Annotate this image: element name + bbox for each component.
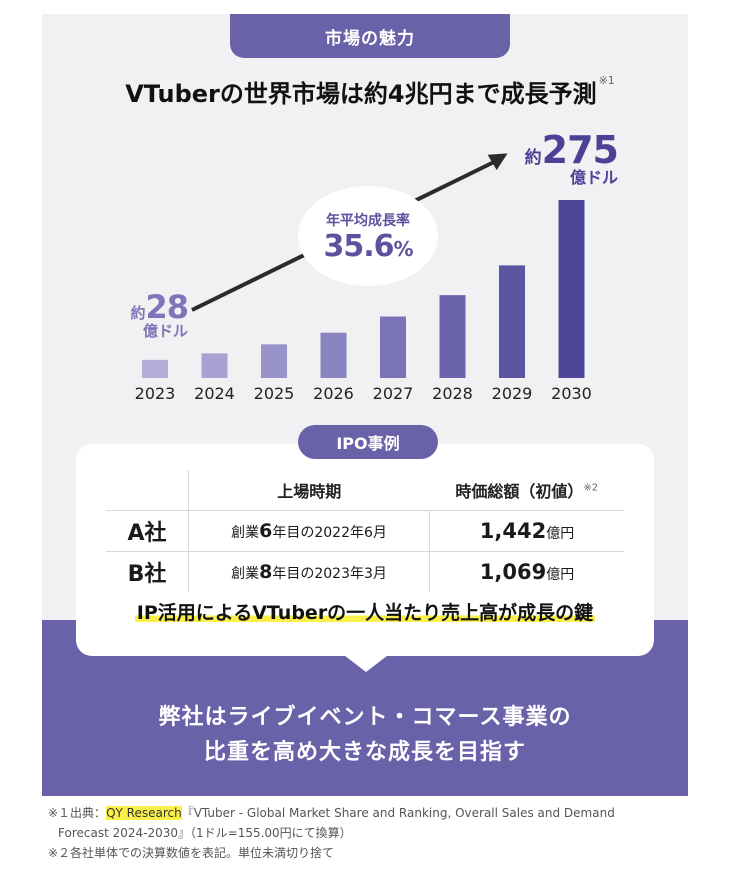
end-value-label: 約275 億ドル — [524, 128, 619, 187]
market-cap: 1,069億円 — [479, 560, 575, 584]
bar-2028 — [439, 295, 466, 378]
year-label: 2026 — [313, 384, 354, 403]
bar-2029 — [499, 265, 525, 378]
bar-2027 — [380, 316, 406, 378]
ipo-table: 上場時期 時価総額（初値）※2 A社 創業6年目の2022年6月 1,442億円… — [106, 470, 624, 592]
year-label: 2024 — [194, 384, 235, 403]
bar-2023 — [142, 359, 168, 378]
listing-period: 創業6年目の2022年6月 — [188, 510, 430, 552]
table-row: A社 創業6年目の2022年6月 1,442億円 — [106, 510, 624, 552]
bar-2024 — [201, 353, 228, 378]
page-title: VTuberの世界市場は約4兆円まで成長予測 ※1 — [125, 74, 615, 108]
trend-arrow-head — [487, 153, 508, 171]
listing-period: 創業8年目の2023年3月 — [188, 551, 430, 592]
card-pointer — [340, 652, 392, 672]
growth-rate-label: 年平均成長率 — [326, 212, 410, 229]
ipo-title: IPO事例 — [298, 425, 438, 459]
table-row: B社 創業8年目の2023年3月 1,069億円 — [106, 551, 624, 592]
source-name: QY Research — [106, 806, 182, 820]
header-listing-period: 上場時期 — [188, 470, 430, 511]
footnote-mark-1: ※1 — [598, 74, 615, 87]
market-cap: 1,442億円 — [429, 510, 624, 552]
start-value-label: 約28 億ドル — [130, 288, 189, 340]
company-name: B社 — [106, 551, 189, 592]
key-message: IP活用によるVTuberの一人当たり売上高が成長の鍵 — [134, 602, 596, 624]
bar-2026 — [320, 332, 347, 378]
growth-rate-value: 35.6% — [323, 228, 413, 264]
strategy-message: 弊社はライブイベント・コマース事業の 比重を高め大きな成長を目指す — [158, 705, 572, 765]
growth-rate-bubble: 年平均成長率 35.6% — [298, 186, 438, 286]
year-label: 2030 — [551, 384, 592, 403]
table-header-row: 上場時期 時価総額（初値）※2 — [106, 470, 624, 511]
year-label: 2028 — [432, 384, 473, 403]
bar-2025 — [261, 344, 287, 378]
header-market-cap: 時価総額（初値）※2 — [429, 470, 624, 511]
section-tag: 市場の魅力 — [230, 14, 510, 58]
bar-2030 — [558, 200, 585, 378]
year-label: 2027 — [372, 384, 414, 403]
year-label: 2029 — [491, 384, 533, 403]
company-name: A社 — [106, 510, 189, 552]
footnotes: ※１出典：QY Research『VTuber - Global Market … — [48, 806, 615, 860]
year-label: 2025 — [253, 384, 295, 403]
year-label: 2023 — [134, 384, 176, 403]
